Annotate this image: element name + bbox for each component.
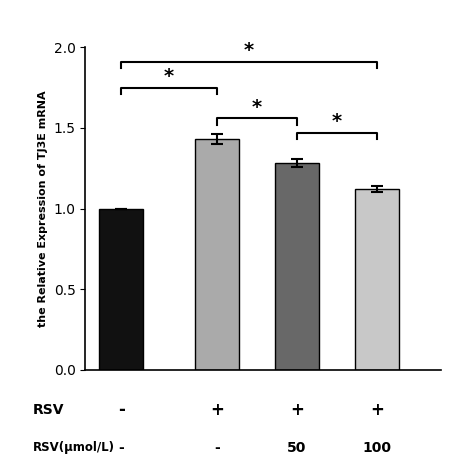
Bar [355,189,399,370]
Text: +: + [370,401,384,419]
Text: +: + [290,401,304,419]
Text: *: * [332,112,342,131]
Text: *: * [252,98,262,117]
Text: RSV(μmol/L): RSV(μmol/L) [33,441,115,455]
Bar [195,139,239,370]
Text: *: * [244,41,254,60]
Text: 50: 50 [287,441,307,455]
Text: 100: 100 [363,441,392,455]
Text: *: * [164,67,174,86]
Y-axis label: the Relative Expression of TJ3E mRNA: the Relative Expression of TJ3E mRNA [38,90,48,327]
Bar [99,209,143,370]
Text: +: + [210,401,224,419]
Bar [275,164,319,370]
Text: RSV: RSV [33,403,64,417]
Text: -: - [214,441,220,455]
Text: -: - [118,441,124,455]
Text: -: - [118,401,125,419]
